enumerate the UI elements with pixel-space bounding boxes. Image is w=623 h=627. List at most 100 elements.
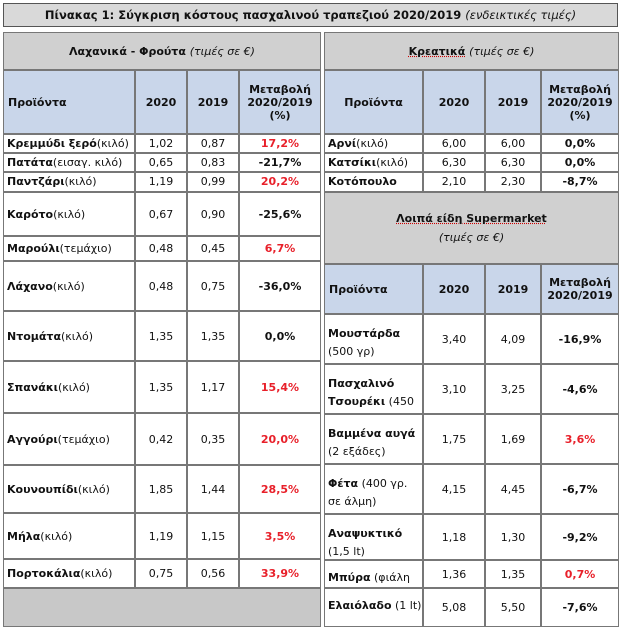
veg-value-2019: 1,17 [200,380,226,394]
veg-change-value: -25,6% [258,207,302,221]
veg-value-2020: 1,02 [148,137,174,150]
super-product-unit: (450 [388,395,414,408]
meat-col-2020: 2020 [423,70,485,134]
super-section-header: Λοιπά είδη Supermarket (τιμές σε €) [324,192,619,264]
veg-product-name: Καρότο [7,207,54,221]
super-product-unit: (400 γρ. σε άλμη) [328,477,408,508]
veg-change-value: 20,2% [260,175,300,188]
super-col-2020: 2020 [423,264,485,314]
veg-product-name: Ντομάτα [7,329,62,343]
veg-value-2019: 0,75 [200,279,226,293]
veg-row-2020: 0,65 [135,153,187,172]
super-value-2020: 3,40 [441,332,467,346]
veg-product-unit: (κιλό) [64,175,97,188]
veg-row-name: Καρότο (κιλό) [3,192,135,236]
super-col-product: Προϊόντα [324,264,423,314]
super-row-name: Ελαιόλαδο (1 lt) [324,588,423,627]
veg-value-2019: 1,35 [200,329,226,343]
super-row-2020: 1,75 [423,414,485,464]
veg-row-name: Πατάτα (εισαγ. κιλό) [3,153,135,172]
super-section-note: (τιμές σε €) [438,231,505,244]
veg-change-value: 15,4% [260,380,300,394]
super-value-2020: 1,36 [441,567,467,581]
veg-product-name: Παντζάρι [7,175,65,188]
veg-product-name: Αγγούρι [7,432,58,446]
veg-change-value: -21,7% [258,156,302,169]
super-row-2019: 5,50 [485,588,541,627]
super-value-2020: 4,15 [441,482,467,496]
veg-product-name: Πατάτα [7,156,53,169]
super-row-2019: 4,45 [485,464,541,514]
veg-value-2020: 0,67 [148,207,174,221]
super-change-value: -7,6% [562,601,598,614]
super-change-value: 3,6% [564,432,596,446]
veg-product-unit: (κιλό) [57,380,90,394]
veg-value-2019: 0,35 [200,432,226,446]
veg-row-name: Μήλα (κιλό) [3,513,135,559]
super-product-unit: (2 εξάδες) [328,445,386,458]
veg-product-name: Κουνουπίδι [7,482,78,496]
meat-col-2020-label: 2020 [438,95,470,109]
super-row-name: Μουστάρδα (500 γρ) [324,314,423,364]
veg-col-product: Προϊόντα [3,70,135,134]
veg-value-2019: 0,90 [200,207,226,221]
veg-change-value: 28,5% [260,482,300,496]
meat-value-2019: 2,30 [500,175,526,188]
veg-col-2019: 2019 [187,70,239,134]
super-value-2019: 1,30 [500,530,526,544]
meat-row-2020: 6,00 [423,134,485,153]
meat-change-value: 0,0% [564,156,596,169]
super-row-2019: 3,25 [485,364,541,414]
veg-row-name: Σπανάκι (κιλό) [3,361,135,413]
meat-section-header: Κρεατικά (τιμές σε €) [324,32,619,70]
veg-row-2020: 0,42 [135,413,187,465]
super-row-2020: 1,18 [423,514,485,560]
veg-row-2019: 1,17 [187,361,239,413]
veg-section-header-text: Λαχανικά - Φρούτα [69,44,186,58]
veg-col-product-label: Προϊόντα [8,95,67,109]
veg-row-change: 28,5% [239,465,321,513]
veg-product-name: Πορτοκάλια [7,567,81,580]
meat-row-2019: 2,30 [485,172,541,192]
meat-col-2019: 2019 [485,70,541,134]
super-row-change: 3,6% [541,414,619,464]
super-row-change: 0,7% [541,560,619,588]
veg-value-2019: 1,44 [200,482,226,496]
meat-change-value: -8,7% [562,175,598,188]
veg-value-2020: 0,65 [148,156,174,169]
veg-product-unit: (τεμάχιο) [57,432,110,446]
veg-value-2020: 0,48 [148,242,174,255]
super-change-value: -4,6% [562,382,598,396]
super-product-name: Ελαιόλαδο [328,599,392,612]
veg-row-change: 6,7% [239,236,321,261]
veg-col-2020-label: 2020 [145,95,177,109]
veg-product-unit: (τεμάχιο) [59,242,112,255]
super-value-2020: 5,08 [441,601,467,614]
super-row-2020: 3,40 [423,314,485,364]
veg-value-2019: 0,99 [200,175,226,188]
super-value-2020: 1,75 [441,432,467,446]
veg-product-name: Μαρούλι [7,242,60,255]
veg-change-value: 20,0% [260,432,300,446]
meat-col-product: Προϊόντα [324,70,423,134]
meat-row-change: 0,0% [541,153,619,172]
veg-row-2020: 1,35 [135,361,187,413]
veg-row-2019: 1,44 [187,465,239,513]
veg-row-2020: 1,19 [135,513,187,559]
veg-row-2019: 0,35 [187,413,239,465]
super-col-product-label: Προϊόντα [329,282,388,296]
veg-row-2019: 0,45 [187,236,239,261]
meat-row-change: -8,7% [541,172,619,192]
veg-row-2019: 0,83 [187,153,239,172]
super-row-2020: 3,10 [423,364,485,414]
meat-row-2019: 6,30 [485,153,541,172]
veg-change-value: 0,0% [264,329,296,343]
veg-section-header-note: (τιμές σε €) [189,44,255,58]
veg-row-change: 17,2% [239,134,321,153]
veg-product-unit: (κιλό) [52,279,85,293]
meat-value-2019: 6,00 [500,137,526,150]
veg-row-change: 3,5% [239,513,321,559]
veg-change-value: -36,0% [258,279,302,293]
veg-row-2020: 0,75 [135,559,187,588]
meat-value-2020: 6,30 [441,156,467,169]
